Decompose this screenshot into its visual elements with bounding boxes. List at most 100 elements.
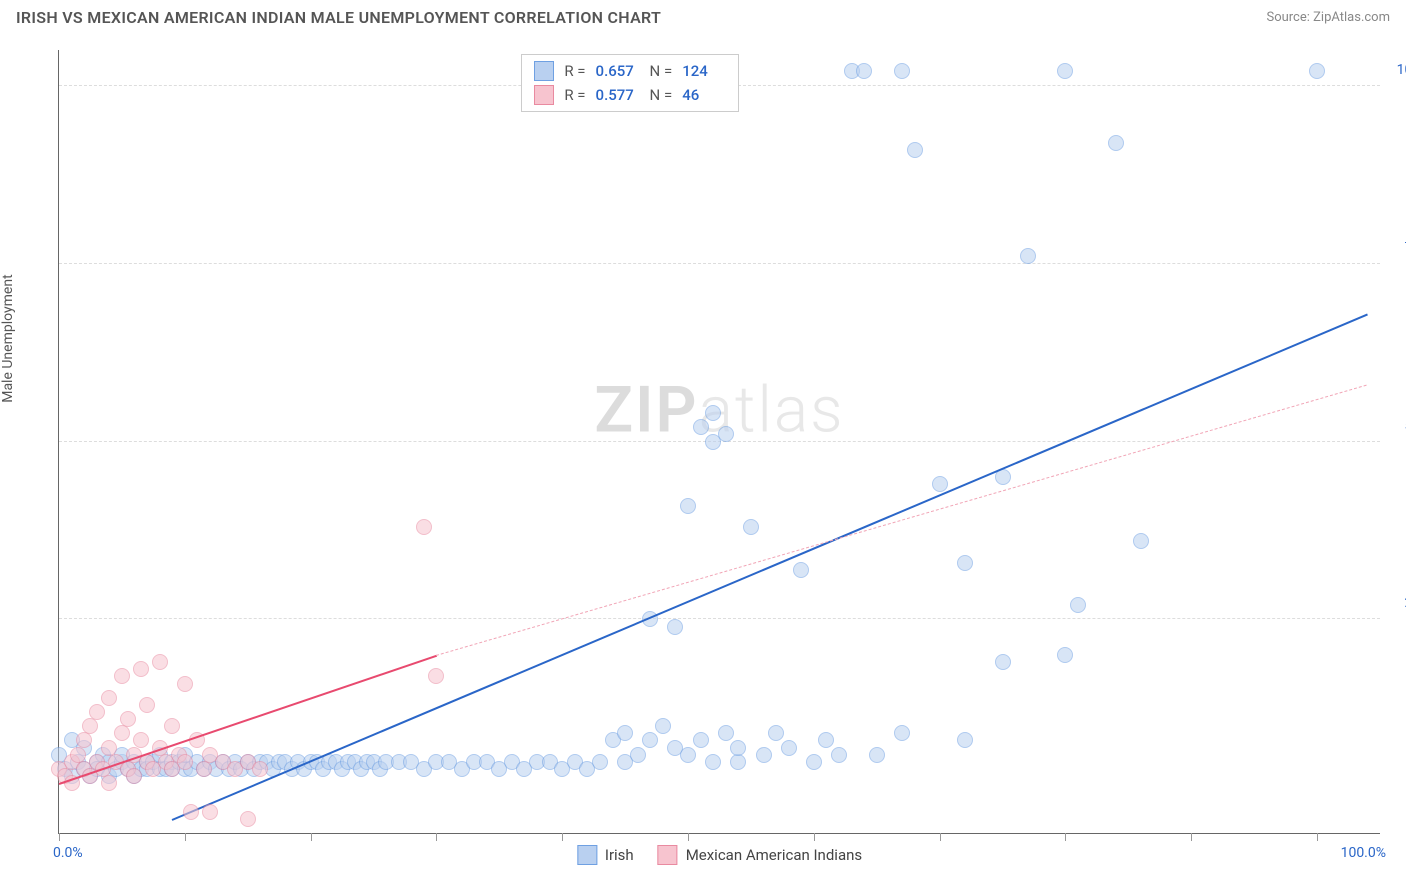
- data-point: [781, 740, 797, 756]
- y-axis-label: Male Unemployment: [0, 274, 16, 402]
- data-point: [856, 63, 872, 79]
- data-point: [101, 775, 117, 791]
- data-point: [101, 690, 117, 706]
- x-tick: [311, 833, 312, 841]
- data-point: [82, 718, 98, 734]
- data-point: [196, 761, 212, 777]
- data-point: [730, 754, 746, 770]
- data-point: [1108, 135, 1124, 151]
- y-tick-label: 50.0%: [1386, 418, 1406, 434]
- data-point: [152, 654, 168, 670]
- x-tick: [1065, 833, 1066, 841]
- data-point: [126, 768, 142, 784]
- n-label: N =: [650, 86, 673, 104]
- data-point: [793, 562, 809, 578]
- data-point: [1133, 533, 1149, 549]
- data-point: [932, 476, 948, 492]
- gridline: [59, 263, 1380, 264]
- data-point: [139, 697, 155, 713]
- data-point: [831, 747, 847, 763]
- data-point: [957, 732, 973, 748]
- x-tick: [562, 833, 563, 841]
- data-point: [907, 142, 923, 158]
- y-tick-label: 25.0%: [1386, 595, 1406, 611]
- data-point: [705, 405, 721, 421]
- x-tick: [59, 833, 60, 841]
- plot-area: ZIPatlas IrishMexican American Indians 2…: [58, 50, 1380, 834]
- data-point: [642, 732, 658, 748]
- data-point: [177, 754, 193, 770]
- stats-row: R =0.657N =124: [522, 59, 738, 83]
- legend-label: Mexican American Indians: [686, 846, 862, 864]
- chart-title: IRISH VS MEXICAN AMERICAN INDIAN MALE UN…: [16, 8, 661, 27]
- legend-label: Irish: [605, 846, 634, 864]
- data-point: [133, 661, 149, 677]
- data-point: [995, 654, 1011, 670]
- y-tick-label: 75.0%: [1386, 240, 1406, 256]
- data-point: [680, 747, 696, 763]
- legend-item: Mexican American Indians: [658, 845, 862, 865]
- legend-swatch: [658, 845, 678, 865]
- trend-line: [172, 313, 1368, 820]
- data-point: [1070, 597, 1086, 613]
- x-tick: [185, 833, 186, 841]
- legend-swatch: [577, 845, 597, 865]
- data-point: [756, 747, 772, 763]
- legend-item: Irish: [577, 845, 634, 865]
- data-point: [592, 754, 608, 770]
- r-label: R =: [564, 62, 585, 80]
- data-point: [743, 519, 759, 535]
- data-point: [114, 725, 130, 741]
- data-point: [693, 419, 709, 435]
- r-value: 0.577: [596, 86, 640, 104]
- data-point: [655, 718, 671, 734]
- data-point: [240, 811, 256, 827]
- r-value: 0.657: [596, 62, 640, 80]
- data-point: [1020, 248, 1036, 264]
- source-attribution: Source: ZipAtlas.com: [1266, 10, 1390, 25]
- data-point: [718, 725, 734, 741]
- stats-row: R = 0.577 N = 46: [522, 83, 738, 107]
- data-point: [1057, 63, 1073, 79]
- data-point: [177, 676, 193, 692]
- n-value: 46: [682, 86, 726, 104]
- x-tick: [1191, 833, 1192, 841]
- x-tick: [940, 833, 941, 841]
- data-point: [133, 732, 149, 748]
- series-swatch: [534, 61, 554, 81]
- n-value: 124: [682, 62, 726, 80]
- data-point: [806, 754, 822, 770]
- data-point: [183, 804, 199, 820]
- data-point: [428, 668, 444, 684]
- data-point: [164, 718, 180, 734]
- data-point: [705, 754, 721, 770]
- gridline: [59, 618, 1380, 619]
- data-point: [894, 63, 910, 79]
- x-tick-label: 100.0%: [1341, 845, 1386, 861]
- data-point: [680, 498, 696, 514]
- data-point: [89, 704, 105, 720]
- data-point: [957, 555, 973, 571]
- x-tick: [436, 833, 437, 841]
- data-point: [818, 732, 834, 748]
- stats-box: R = 0.657 N = 124 R = 0.577 N = 46: [521, 54, 739, 112]
- x-tick: [1317, 833, 1318, 841]
- data-point: [617, 725, 633, 741]
- x-tick-label: 0.0%: [53, 845, 83, 861]
- x-tick: [688, 833, 689, 841]
- legend: Irish Mexican American Indians: [577, 845, 862, 865]
- data-point: [894, 725, 910, 741]
- data-point: [120, 711, 136, 727]
- source-prefix: Source:: [1266, 10, 1313, 25]
- data-point: [768, 725, 784, 741]
- trend-line: [436, 385, 1367, 656]
- data-point: [1309, 63, 1325, 79]
- x-tick: [814, 833, 815, 841]
- data-point: [693, 732, 709, 748]
- r-label: R =: [564, 86, 585, 104]
- data-point: [76, 732, 92, 748]
- chart-container: Male Unemployment ZIPatlas IrishMexican …: [16, 42, 1390, 876]
- y-tick-label: 100.0%: [1386, 62, 1406, 78]
- data-point: [667, 619, 683, 635]
- data-point: [869, 747, 885, 763]
